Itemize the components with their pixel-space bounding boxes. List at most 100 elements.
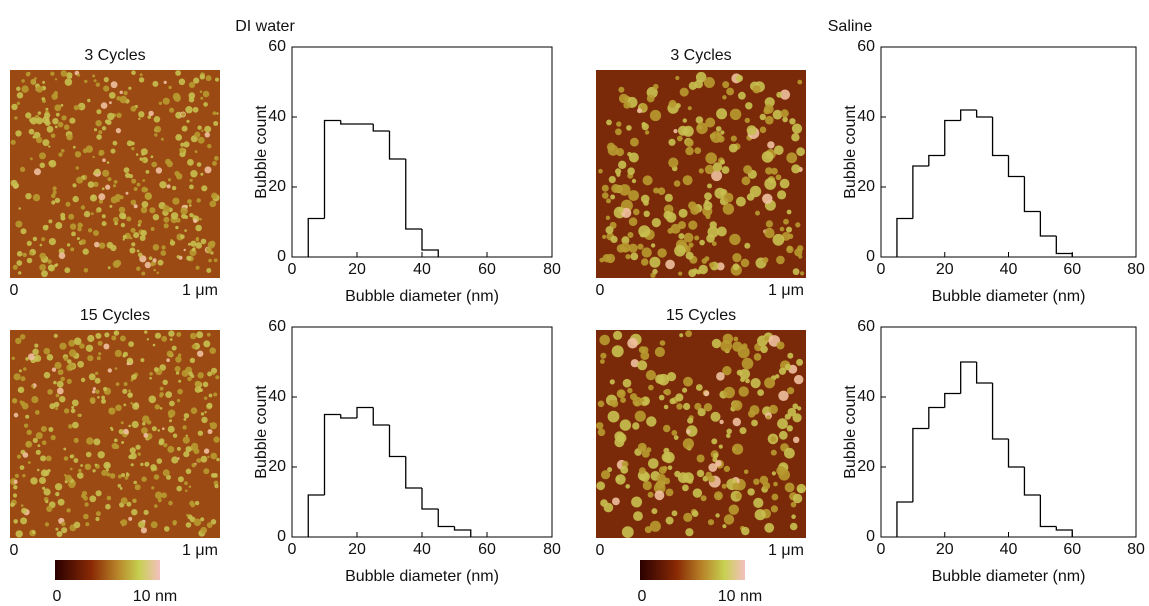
afm-spot	[55, 407, 58, 410]
afm-spot	[152, 244, 160, 251]
afm-spot	[174, 366, 181, 372]
afm-spot	[73, 337, 82, 346]
afm-spot	[607, 410, 620, 423]
afm-spot	[644, 130, 650, 135]
afm-spot	[14, 116, 18, 120]
afm-spot	[50, 71, 55, 76]
afm-spot	[60, 70, 68, 77]
afm-spot	[51, 200, 56, 205]
afm-spot	[46, 354, 54, 361]
histogram-bin	[1039, 495, 1057, 528]
afm-spot	[726, 87, 734, 96]
afm-spot	[743, 165, 752, 174]
afm-spot	[620, 466, 629, 474]
afm-spot	[141, 427, 148, 435]
afm-spot	[34, 343, 39, 348]
afm-spot	[600, 359, 605, 364]
afm-spot	[140, 229, 147, 237]
afm-spot	[94, 463, 98, 467]
afm-spot	[209, 240, 216, 247]
afm-spot	[139, 73, 143, 77]
afm-spot	[735, 492, 742, 499]
afm-spot	[72, 421, 79, 429]
afm-spot	[115, 128, 121, 134]
afm-spot	[609, 379, 615, 385]
afm-spot	[78, 468, 82, 473]
afm-spot	[715, 460, 722, 467]
afm-spot	[132, 498, 137, 504]
histogram-bin	[928, 406, 945, 429]
afm-spot	[56, 380, 64, 388]
afm-spot	[153, 367, 159, 372]
afm-spot	[745, 102, 753, 110]
afm-spot	[187, 242, 191, 246]
afm-spot	[21, 402, 29, 410]
afm-spot	[204, 132, 210, 138]
afm-spot	[95, 389, 100, 394]
x-tick-label: 0	[288, 541, 297, 558]
x-tick-label: 60	[478, 261, 496, 278]
afm-spot	[197, 350, 204, 357]
afm-spot	[153, 116, 161, 123]
afm-spot	[98, 199, 104, 204]
x-tick-label: 40	[1000, 541, 1018, 558]
afm-spot	[663, 424, 671, 433]
afm-spot	[113, 330, 120, 336]
afm-spot	[705, 117, 716, 128]
afm-spot	[138, 77, 145, 83]
afm-spot	[209, 200, 217, 208]
afm-spot	[651, 218, 661, 228]
afm-spot	[190, 407, 198, 415]
afm-spot	[195, 242, 203, 249]
x-tick-label: 60	[1063, 541, 1081, 558]
afm-spot	[130, 452, 137, 460]
afm-spot	[12, 398, 17, 403]
afm-spot	[70, 247, 75, 252]
afm-spot	[708, 475, 716, 483]
afm-spot	[616, 121, 622, 127]
afm-spot	[214, 155, 219, 161]
afm-spot	[151, 426, 157, 432]
afm-spot	[773, 481, 778, 487]
afm-spot	[703, 390, 710, 397]
afm-spot	[133, 187, 138, 191]
afm-spot	[695, 71, 707, 83]
afm-spot	[210, 367, 218, 374]
afm-spot	[159, 392, 164, 397]
afm-spot	[717, 135, 725, 143]
afm-spot	[637, 360, 648, 371]
afm-spot	[608, 400, 614, 405]
x-tick-label: 20	[348, 261, 366, 278]
afm-spot	[178, 379, 182, 383]
afm-spot	[745, 378, 750, 384]
afm-spot	[31, 396, 39, 404]
afm-spot	[145, 170, 150, 174]
afm-spot	[77, 73, 81, 77]
afm-spot	[754, 509, 766, 521]
afm-spot	[158, 440, 164, 446]
afm-spot	[667, 465, 673, 471]
afm-spot	[169, 419, 172, 423]
afm-spot	[800, 271, 805, 276]
afm-spot	[35, 85, 43, 93]
afm-spot	[640, 103, 648, 111]
afm-spot	[76, 237, 80, 241]
afm-spot	[720, 159, 725, 165]
afm-spot	[52, 190, 57, 195]
afm-spot	[704, 192, 712, 201]
afm-spot	[791, 123, 803, 134]
afm-spot	[786, 245, 794, 254]
afm-spot	[16, 92, 24, 99]
afm-spot	[694, 402, 702, 411]
afm-spot	[42, 80, 46, 84]
afm-spot	[787, 352, 794, 359]
afm-spot	[25, 357, 29, 361]
afm-spot	[621, 236, 630, 245]
afm-spot	[96, 109, 102, 115]
afm-spot	[792, 413, 802, 423]
y-tick-label: 60	[857, 38, 875, 55]
afm-spot	[169, 400, 175, 407]
afm-spot	[694, 147, 702, 155]
afm-spot	[175, 371, 180, 375]
afm-spot	[197, 430, 204, 436]
